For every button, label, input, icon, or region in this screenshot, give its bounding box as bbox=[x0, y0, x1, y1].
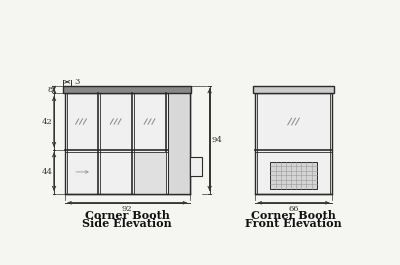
Text: 3: 3 bbox=[74, 78, 80, 86]
Bar bbox=[63, 86, 191, 93]
Text: 92: 92 bbox=[122, 205, 132, 213]
Bar bbox=[134, 152, 166, 193]
Text: Corner Booth: Corner Booth bbox=[251, 210, 336, 221]
Text: 66: 66 bbox=[288, 205, 299, 213]
Bar bbox=[65, 93, 190, 193]
Bar bbox=[270, 162, 317, 189]
Text: 8: 8 bbox=[47, 86, 52, 94]
Bar bbox=[168, 93, 190, 193]
Text: 94: 94 bbox=[212, 136, 223, 144]
Text: Corner Booth: Corner Booth bbox=[85, 210, 170, 221]
Bar bbox=[253, 86, 334, 93]
Bar bbox=[190, 157, 202, 176]
Text: 42: 42 bbox=[42, 117, 52, 126]
Text: 44: 44 bbox=[42, 167, 52, 175]
Bar bbox=[255, 93, 332, 193]
Text: Side Elevation: Side Elevation bbox=[82, 218, 172, 229]
Text: Front Elevation: Front Elevation bbox=[245, 218, 342, 229]
